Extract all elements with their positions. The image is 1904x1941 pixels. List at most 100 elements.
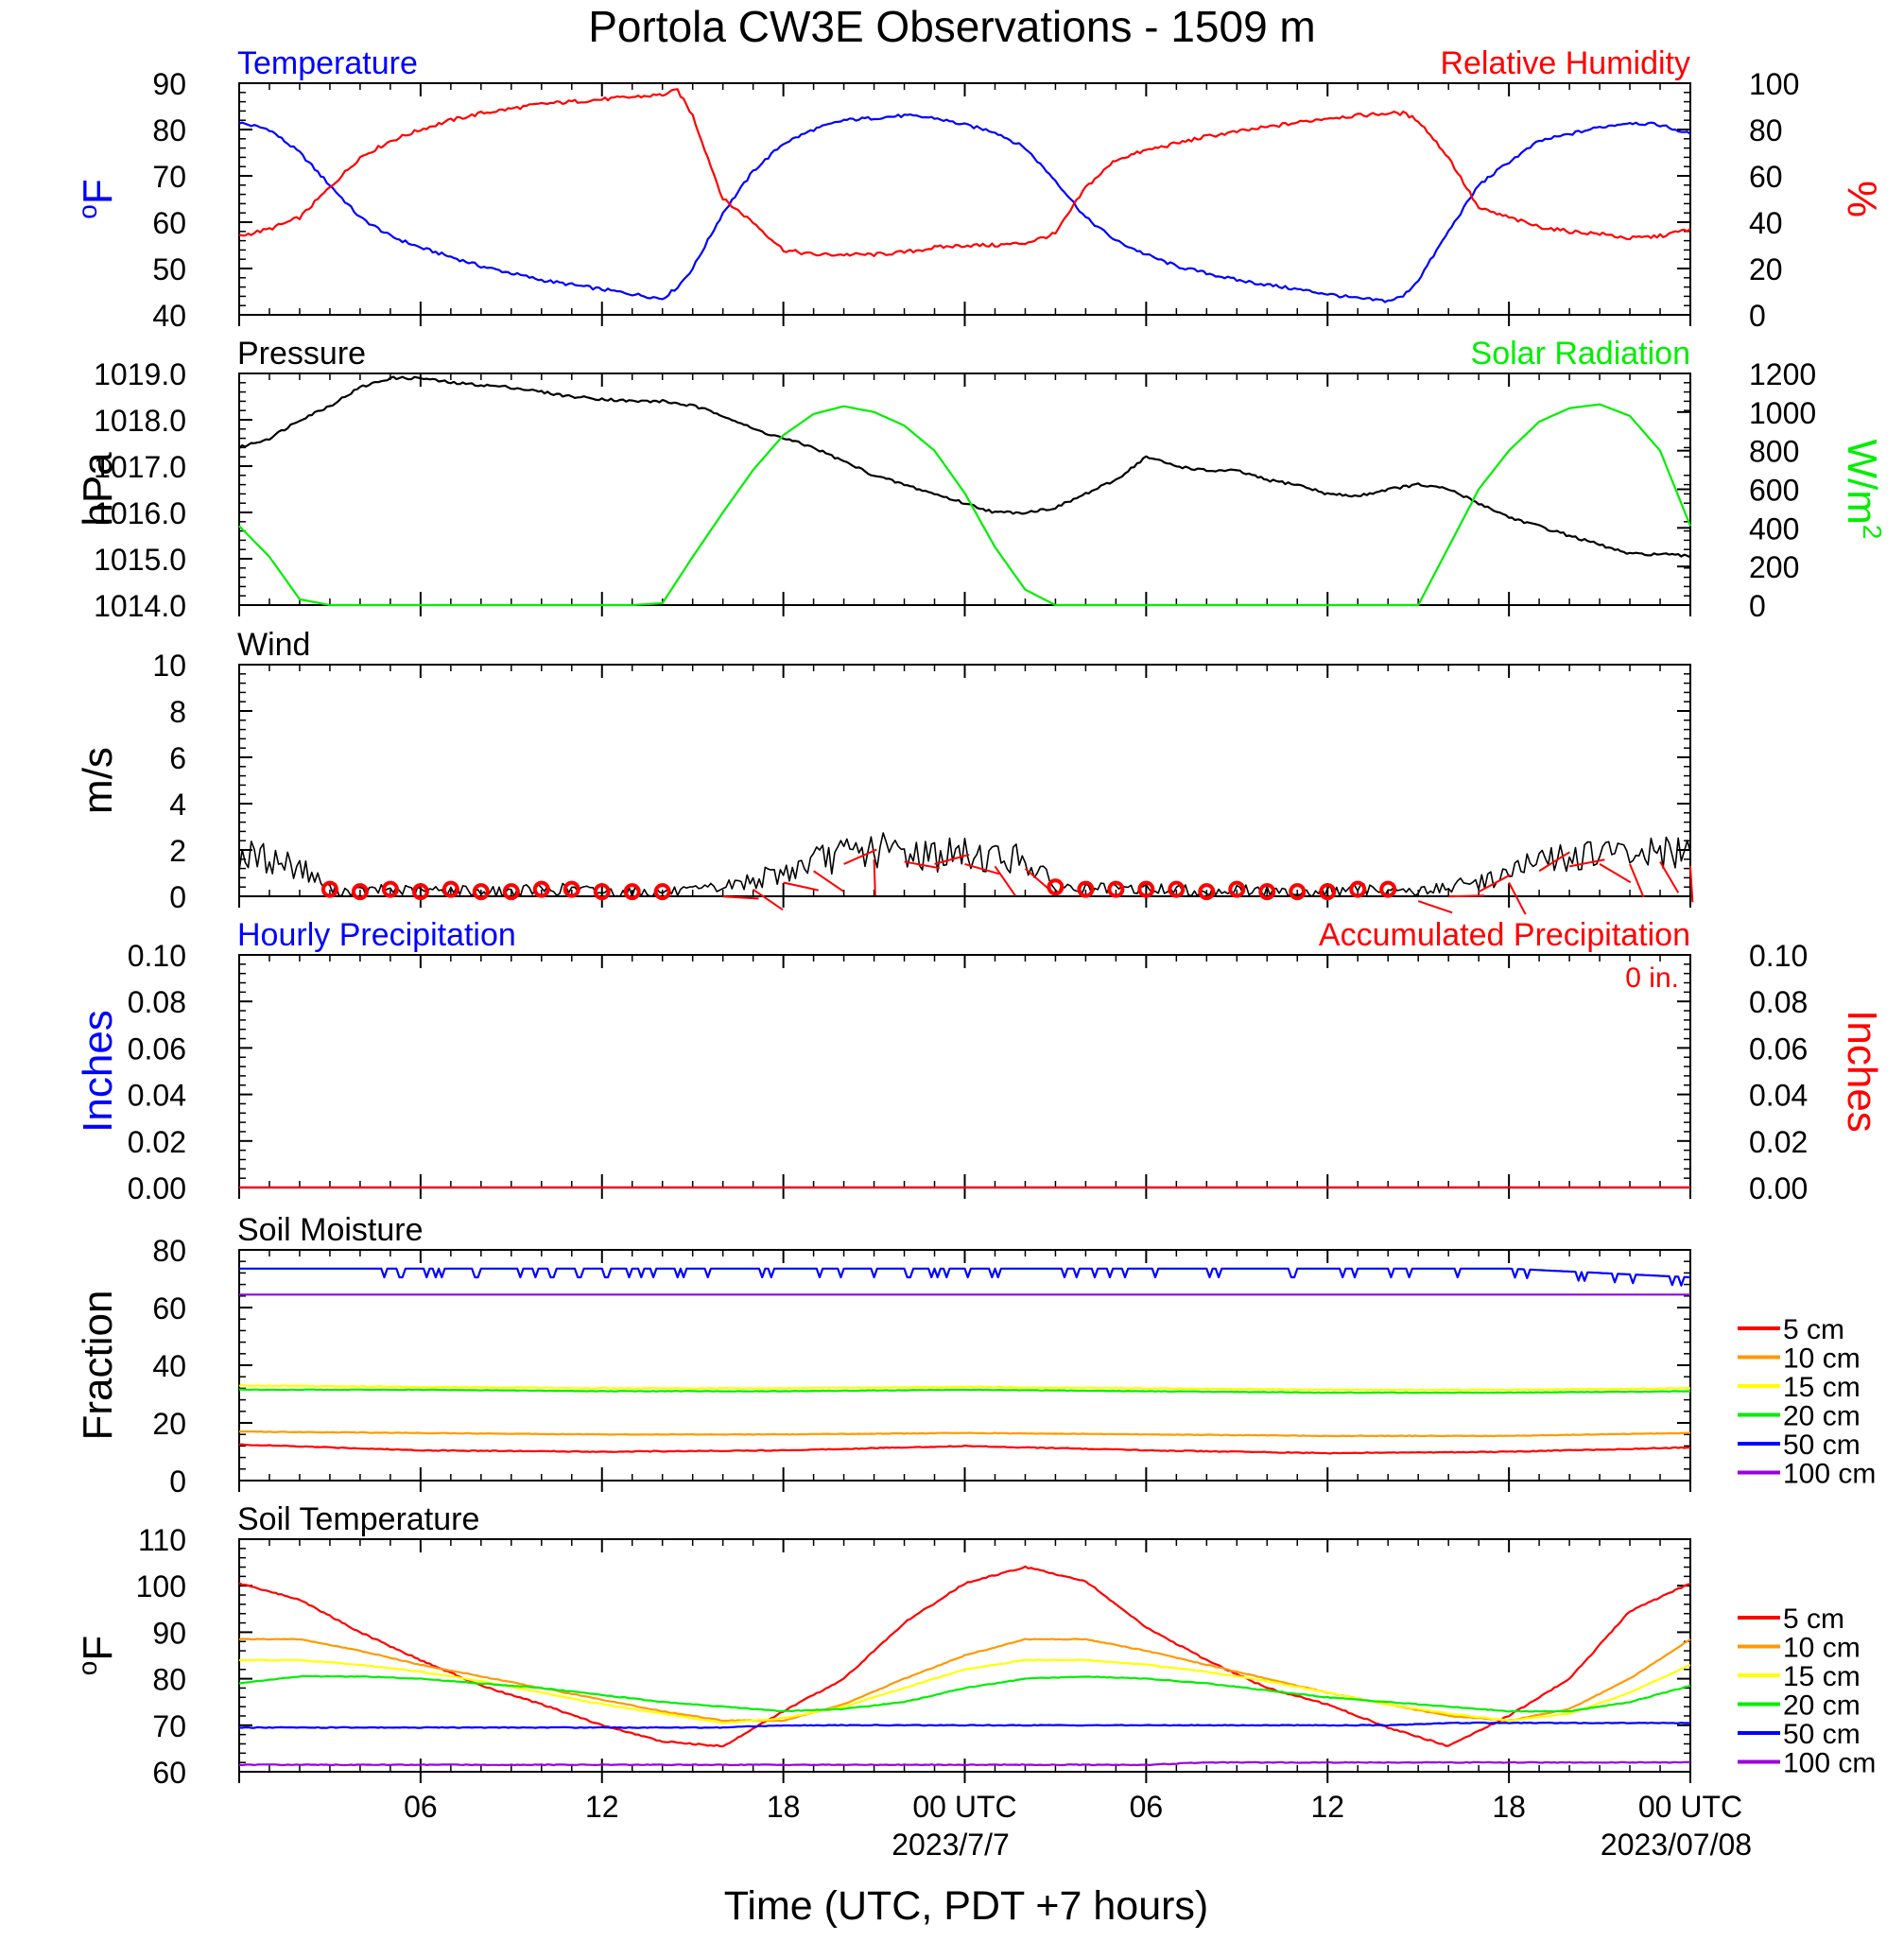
calm-wind-marker (1077, 880, 1095, 898)
wind-direction-barb (813, 870, 844, 893)
y-axis-label-left: m/s (75, 747, 121, 814)
y-tick-label: 6 (169, 741, 186, 775)
calm-wind-marker (472, 883, 490, 901)
panel-title-left: Soil Moisture (237, 1212, 424, 1248)
y-tick-label: 10 (152, 649, 186, 683)
y-tick-label: 0.06 (128, 1031, 186, 1066)
y-right-tick-label: 0.04 (1749, 1079, 1808, 1113)
series-10-cm (239, 1430, 1691, 1438)
y-axis-label-left: hPa (75, 452, 121, 527)
legend-label: 20 cm (1783, 1401, 1861, 1432)
series-15-cm (238, 1384, 1691, 1392)
panel-title-left: Temperature (237, 45, 418, 81)
panel-title-left: Hourly Precipitation (237, 917, 516, 953)
series-solar-radiation (238, 403, 1692, 607)
panel-title-right: Solar Radiation (1471, 336, 1690, 372)
wind-direction-barb (722, 895, 759, 900)
y-right-tick-label: 0.02 (1749, 1125, 1808, 1159)
wind-direction-barb (1659, 860, 1680, 893)
series-wind-speed (238, 832, 1691, 897)
y-axis-label-right: % (1839, 181, 1885, 217)
legend-label: 50 cm (1783, 1430, 1861, 1461)
y-tick-label: 60 (152, 206, 186, 240)
panel-title-left: Soil Temperature (237, 1501, 479, 1537)
wind-direction-barb (753, 889, 784, 911)
y-tick-label: 90 (152, 67, 186, 101)
legend-label: 5 cm (1783, 1603, 1844, 1635)
y-tick-label: 110 (138, 1523, 186, 1557)
wind-direction-barb (873, 858, 876, 896)
legend-label: 5 cm (1783, 1314, 1844, 1345)
y-right-tick-label: 0.08 (1749, 985, 1808, 1019)
y-tick-label: 8 (169, 695, 186, 729)
y-tick-label: 0 (169, 880, 186, 914)
calm-wind-marker (1168, 880, 1186, 898)
x-date-label: 2023/7/7 (891, 1828, 1010, 1862)
wind-direction-barb (1417, 900, 1453, 914)
y-tick-label: 0 (169, 1464, 186, 1499)
y-right-tick-label: 40 (1749, 206, 1783, 240)
series-10-cm (238, 1638, 1691, 1723)
y-axis-label-right: Inches (1839, 1010, 1885, 1133)
panel-title-right: Accumulated Precipitation (1319, 917, 1690, 953)
y-tick-label: 1017.0 (94, 450, 186, 484)
calm-wind-marker (653, 883, 671, 901)
calm-wind-marker (502, 883, 520, 901)
calm-wind-marker (441, 880, 459, 898)
y-tick-label: 60 (152, 1291, 186, 1326)
y-tick-label: 0.10 (128, 939, 186, 973)
figure-title: Portola CW3E Observations - 1509 m (588, 2, 1316, 51)
panel-temp_rh: 40 50 60 70 80 90 0 20 40 60 80 100 Temperature Relat… (73, 45, 1885, 333)
calm-wind-marker (1228, 880, 1246, 898)
y-tick-label: 4 (169, 788, 186, 822)
x-tick-label: 06 (404, 1790, 438, 1824)
y-right-tick-label: 20 (1749, 252, 1783, 286)
series-5-cm (238, 1443, 1690, 1455)
wind-direction-barb (994, 865, 1016, 897)
y-right-tick-label: 800 (1749, 435, 1799, 469)
y-right-tick-label: 0 (1749, 589, 1766, 623)
calm-wind-marker (320, 880, 338, 898)
legend-label: 50 cm (1783, 1719, 1861, 1750)
series-15-cm (238, 1658, 1691, 1724)
calm-wind-marker (532, 880, 550, 898)
series-relative-humidity (238, 88, 1691, 257)
y-tick-label: 20 (152, 1407, 186, 1441)
series-20-cm (238, 1674, 1691, 1713)
series-100-cm (238, 1760, 1691, 1767)
calm-wind-marker (1379, 880, 1397, 898)
plot-frame (238, 954, 1691, 1188)
y-axis-label-left: Fraction (75, 1291, 121, 1441)
y-tick-label: 1015.0 (94, 543, 186, 577)
y-right-tick-label: 200 (1749, 550, 1799, 584)
wind-direction-barb (904, 860, 941, 870)
y-right-tick-label: 60 (1749, 160, 1783, 194)
legend-label: 100 cm (1783, 1748, 1876, 1779)
y-right-tick-label: 1000 (1749, 396, 1816, 430)
y-tick-label: 0.04 (128, 1079, 186, 1113)
y-right-tick-label: 600 (1749, 474, 1799, 508)
x-tick-label: 00 UTC (912, 1790, 1016, 1824)
y-tick-label: 70 (152, 160, 186, 194)
legend-label: 15 cm (1783, 1661, 1861, 1692)
series-20-cm (239, 1388, 1691, 1395)
x-tick-label: 06 (1130, 1790, 1164, 1824)
y-tick-label: 40 (152, 1349, 186, 1383)
panel-pressure_solar: 1014.0 1015.0 1016.0 1017.0 1018.0 1019.0 0 200… (75, 336, 1887, 623)
wind-direction-barb (1538, 851, 1570, 873)
legend-label: 15 cm (1783, 1372, 1861, 1403)
legend-label: 100 cm (1783, 1459, 1876, 1490)
calm-wind-marker (381, 880, 399, 898)
x-date-label: 2023/07/08 (1601, 1828, 1752, 1862)
legend-label: 10 cm (1783, 1633, 1861, 1664)
x-tick-label: 18 (1492, 1790, 1526, 1824)
panel-wind: 0 2 4 6 8 10 Wind m/s (75, 627, 1694, 915)
y-tick-label: 1019.0 (94, 357, 186, 391)
series-50-cm (239, 1267, 1691, 1287)
plot-frame (238, 664, 1691, 897)
y-tick-label: 2 (169, 834, 186, 868)
wind-direction-barb (1568, 858, 1605, 868)
y-tick-label: 0.02 (128, 1125, 186, 1159)
y-right-tick-label: 80 (1749, 113, 1783, 147)
